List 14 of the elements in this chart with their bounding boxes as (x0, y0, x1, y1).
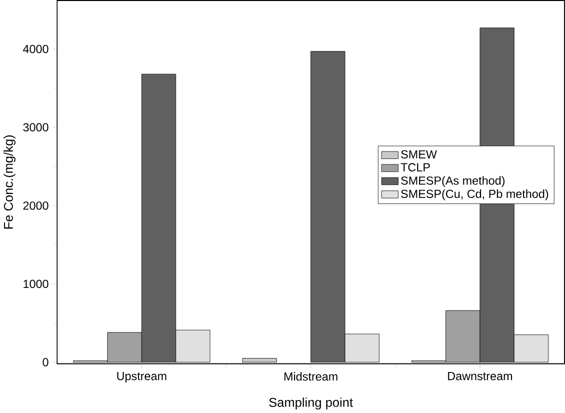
legend-label: SMESP(Cu, Cd, Pb method) (401, 189, 548, 200)
legend-label: SMESP(As method) (401, 176, 505, 188)
legend-label: TCLP (400, 163, 430, 172)
y-tick-label: 3000 (23, 123, 48, 132)
y-tick-label: 1000 (24, 280, 48, 288)
x-tick-label: Midstream (284, 372, 338, 381)
y-tick-label: 0 (42, 358, 48, 366)
legend-label: SMEW (401, 150, 437, 158)
x-tick-label: Upstream (117, 372, 166, 383)
x-tick-label: Dawnstream (448, 372, 512, 380)
y-tick-label: 2000 (23, 201, 48, 210)
x-axis-title: Sampling point (269, 398, 353, 410)
y-axis-title: Fe Conc.(mg/kg) (4, 135, 16, 229)
y-tick-label: 4000 (23, 44, 48, 54)
